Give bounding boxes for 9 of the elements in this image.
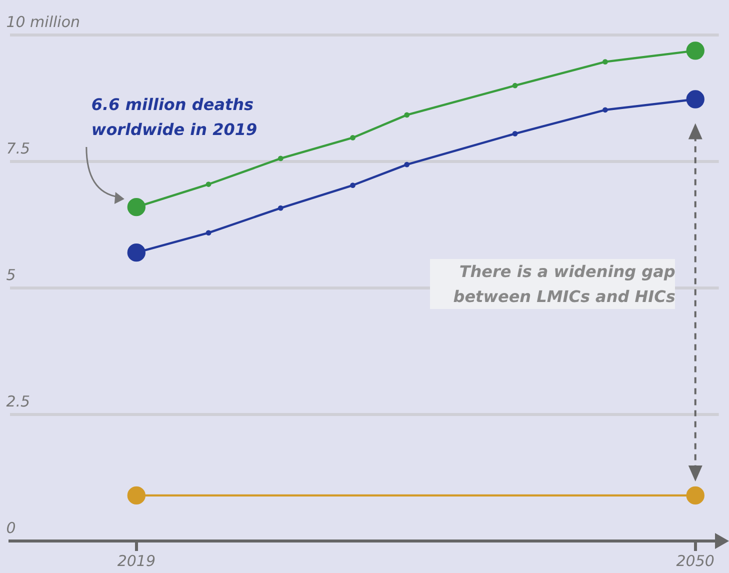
y-tick-label: 10 million [6, 12, 80, 31]
annotation: 6.6 million deaths worldwide in 2019 [91, 94, 258, 142]
y-tick-label: 5 [6, 266, 16, 284]
y-tick-label: 2.5 [6, 392, 30, 410]
x-tick-label: 2050 [676, 552, 714, 570]
annotation: There is a widening gap between LMICs and HICs [430, 259, 676, 310]
x-tick-label: 2019 [117, 552, 156, 570]
y-tick-label: 0 [6, 518, 16, 537]
y-tick-label: 7.5 [6, 139, 30, 158]
